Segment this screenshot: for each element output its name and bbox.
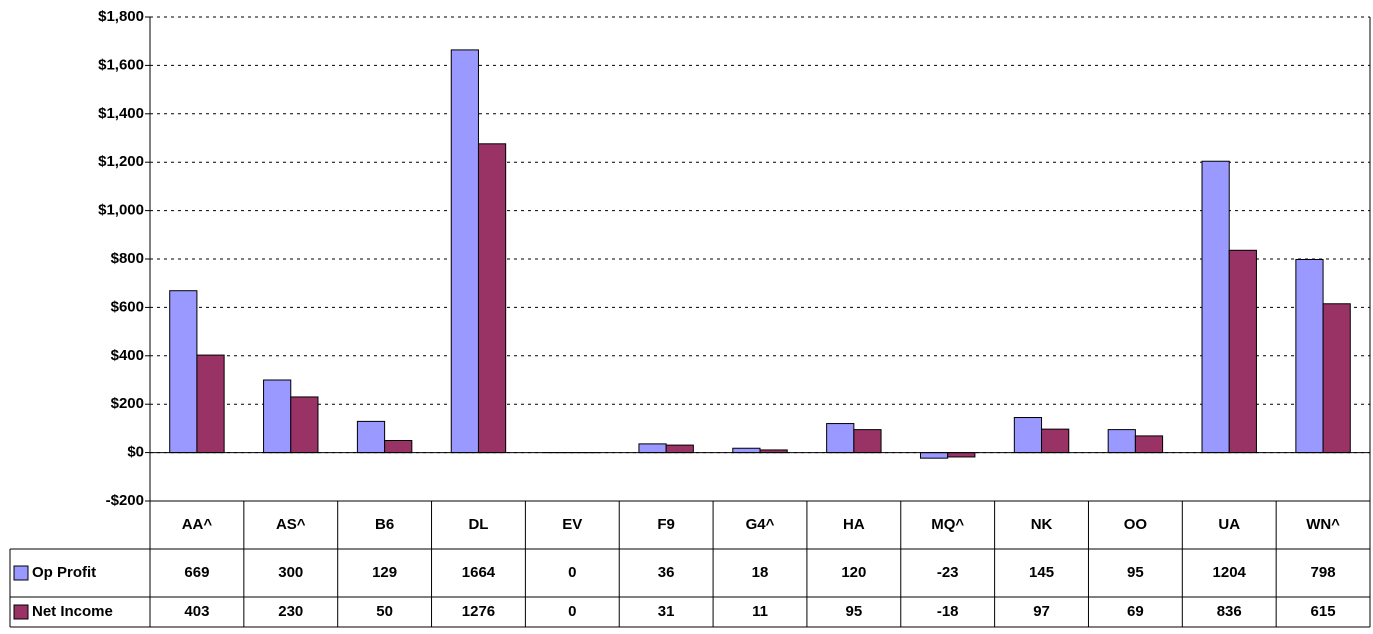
bar xyxy=(357,421,384,452)
table-value: 97 xyxy=(1033,603,1050,620)
y-tick-label: $1,200 xyxy=(98,153,144,170)
bar xyxy=(291,397,318,453)
table-value: 1204 xyxy=(1213,564,1247,581)
category-label: B6 xyxy=(375,516,394,533)
table-value: 18 xyxy=(752,564,769,581)
category-label: AS^ xyxy=(276,516,306,533)
legend-label: Net Income xyxy=(32,603,113,620)
y-tick-label: $200 xyxy=(111,395,144,412)
table-value: 836 xyxy=(1217,603,1242,620)
table-value: 145 xyxy=(1029,564,1054,581)
table-value: 36 xyxy=(658,564,675,581)
table-value: 95 xyxy=(846,603,863,620)
table-value: 129 xyxy=(372,564,397,581)
table-value: 1664 xyxy=(462,564,496,581)
y-tick-label: $0 xyxy=(127,444,144,461)
category-label: G4^ xyxy=(746,516,775,533)
bar xyxy=(1323,304,1350,453)
bar xyxy=(1229,250,1256,452)
bar xyxy=(1135,436,1162,453)
legend-label: Op Profit xyxy=(32,564,96,581)
table-value: -18 xyxy=(937,603,959,620)
category-label: MQ^ xyxy=(931,516,964,533)
bar xyxy=(666,445,693,453)
table-value: 669 xyxy=(184,564,209,581)
bar xyxy=(478,144,505,453)
bar xyxy=(1042,429,1069,452)
table-value: 11 xyxy=(752,603,768,620)
bar xyxy=(920,453,947,459)
y-tick-label: $1,000 xyxy=(98,202,144,219)
y-tick-label: $1,800 xyxy=(98,8,144,25)
y-tick-label: $1,400 xyxy=(98,105,144,122)
category-label: EV xyxy=(562,516,582,533)
table-value: 798 xyxy=(1311,564,1336,581)
table-value: 95 xyxy=(1127,564,1144,581)
bar xyxy=(1296,259,1323,452)
y-tick-label: $600 xyxy=(111,298,144,315)
bar xyxy=(1014,418,1041,453)
y-tick-label: $400 xyxy=(111,347,144,364)
bar xyxy=(451,50,478,453)
category-label: AA^ xyxy=(182,516,213,533)
category-label: DL xyxy=(468,516,488,533)
bar xyxy=(854,430,881,453)
category-label: F9 xyxy=(657,516,675,533)
bar xyxy=(385,441,412,453)
bar xyxy=(1108,430,1135,453)
table-value: 300 xyxy=(278,564,303,581)
table-value: 403 xyxy=(184,603,209,620)
bar xyxy=(827,424,854,453)
bar xyxy=(948,453,975,457)
y-tick-label: $1,600 xyxy=(98,56,144,73)
category-label: NK xyxy=(1031,516,1053,533)
table-value: 69 xyxy=(1127,603,1144,620)
bar xyxy=(264,380,291,453)
table-value: 50 xyxy=(376,603,393,620)
legend-swatch xyxy=(14,566,28,580)
table-value: 0 xyxy=(568,564,576,581)
table-value: -23 xyxy=(937,564,959,581)
bar xyxy=(170,291,197,453)
table-value: 120 xyxy=(841,564,866,581)
bar xyxy=(733,448,760,452)
category-label: OO xyxy=(1124,516,1148,533)
table-value: 230 xyxy=(278,603,303,620)
legend-swatch xyxy=(14,605,28,619)
category-label: HA xyxy=(843,516,865,533)
category-label: WN^ xyxy=(1306,516,1340,533)
y-tick-label: -$200 xyxy=(106,492,144,509)
bar xyxy=(1202,161,1229,452)
bar xyxy=(639,444,666,453)
bar xyxy=(197,355,224,453)
y-tick-label: $800 xyxy=(111,250,144,267)
table-value: 0 xyxy=(568,603,576,620)
table-value: 1276 xyxy=(462,603,495,620)
category-label: UA xyxy=(1218,516,1240,533)
table-value: 615 xyxy=(1311,603,1336,620)
table-value: 31 xyxy=(658,603,675,620)
